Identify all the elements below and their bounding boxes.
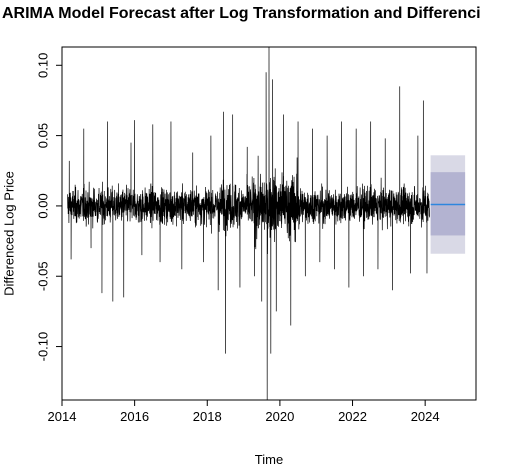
observed-series-line xyxy=(67,46,430,401)
chart-title: ARIMA Model Forecast after Log Transform… xyxy=(2,5,481,22)
x-tick-label: 2018 xyxy=(193,409,222,424)
y-tick-label: -0.10 xyxy=(35,332,50,362)
x-tick-label: 2020 xyxy=(265,409,294,424)
y-tick-label: 0.00 xyxy=(35,193,50,218)
x-tick-label: 2024 xyxy=(411,409,440,424)
y-tick-label: 0.10 xyxy=(35,53,50,78)
observed-series-layer xyxy=(67,46,430,401)
axes-layer: 2014 2016 2018 2020 2022 2024 -0.10 -0.05 0.00 0.… xyxy=(35,46,477,424)
x-tick-label: 2016 xyxy=(120,409,149,424)
plot-frame xyxy=(61,46,477,401)
y-tick-label: 0.05 xyxy=(35,123,50,148)
x-axis-label: Time xyxy=(255,452,283,467)
y-tick-label: -0.05 xyxy=(35,261,50,291)
x-tick-label: 2022 xyxy=(338,409,367,424)
y-axis-label: Differenced Log Price xyxy=(1,171,16,296)
x-tick-label: 2014 xyxy=(48,409,77,424)
